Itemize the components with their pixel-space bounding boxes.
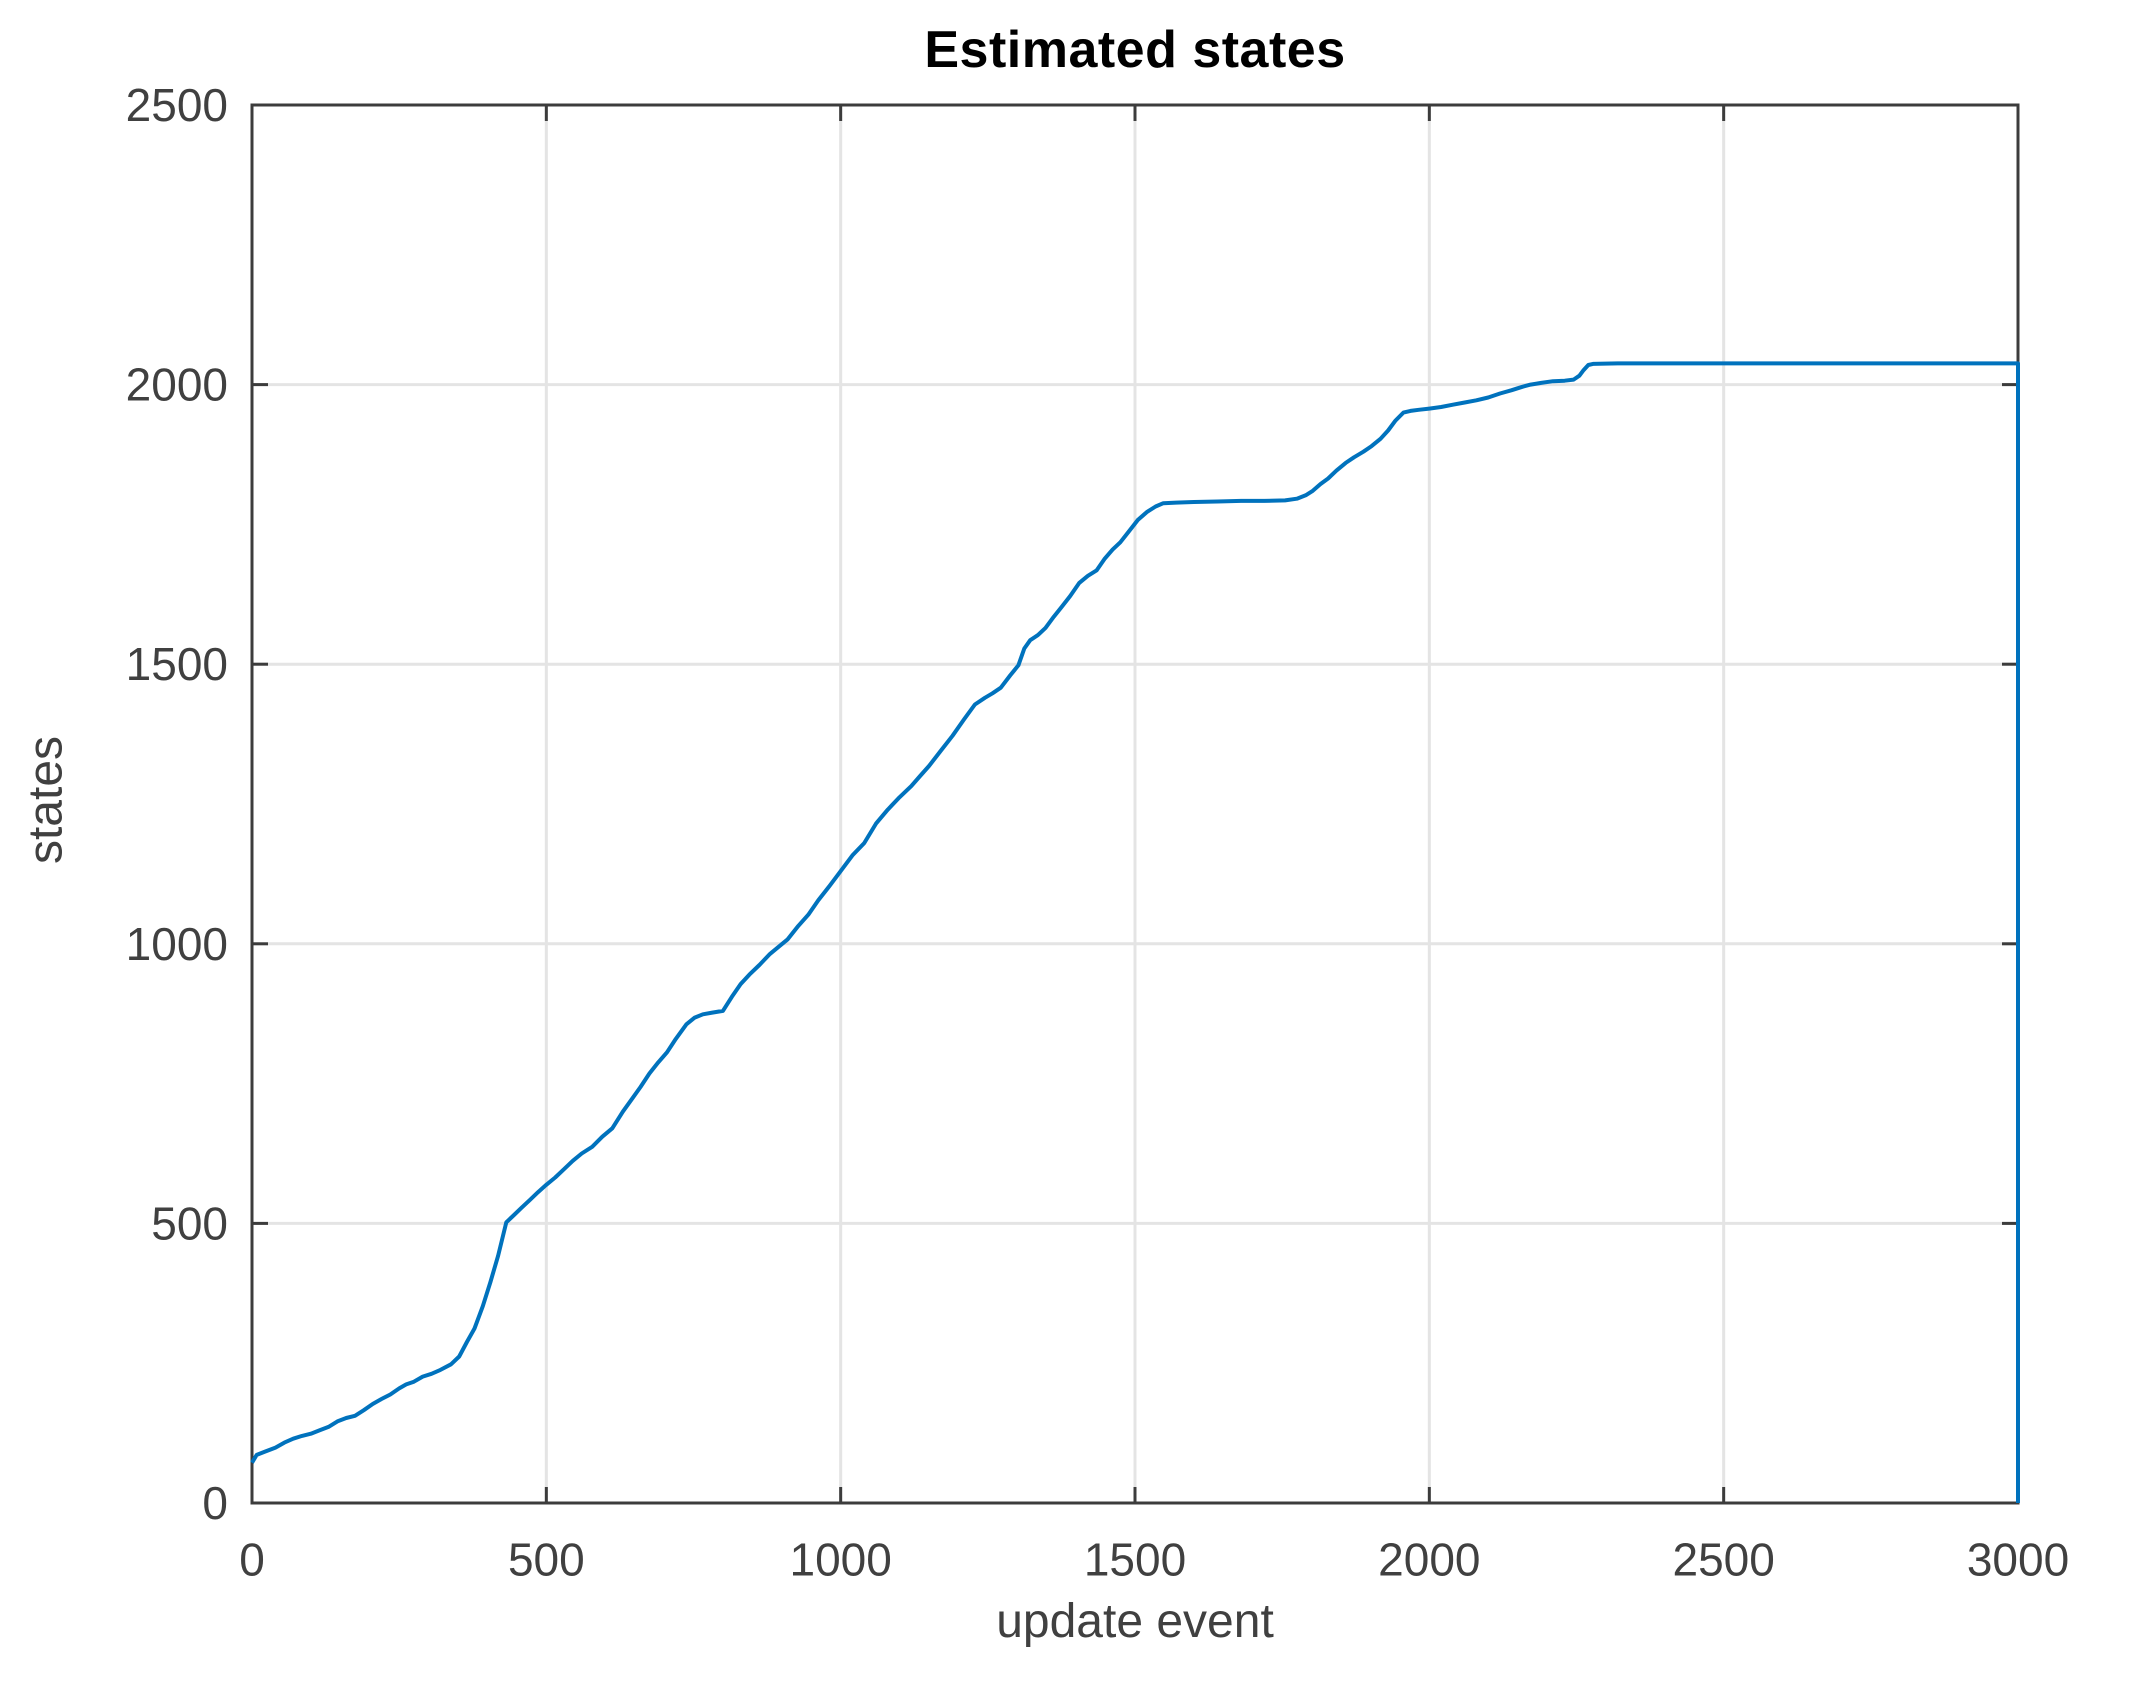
chart-title: Estimated states [924, 21, 1346, 79]
y-tick-labels: 0 500 1000 1500 2000 2500 [126, 79, 228, 1529]
x-tick-label: 1000 [789, 1534, 891, 1586]
y-tick-label: 1000 [126, 918, 228, 970]
grid-lines [252, 105, 2018, 1503]
x-tick-label: 3000 [1967, 1534, 2069, 1586]
y-tick-label: 2000 [126, 359, 228, 411]
data-line [250, 361, 2020, 1503]
x-axis-label: update event [996, 1595, 1274, 1648]
series-line-estimated-states [250, 361, 2020, 1503]
y-axis-label: states [19, 735, 73, 865]
x-tick-label: 500 [508, 1534, 585, 1586]
y-tick-label: 0 [202, 1477, 228, 1529]
y-tick-label: 500 [151, 1197, 228, 1249]
x-tick-labels: 0 500 1000 1500 2000 2500 3000 [239, 1534, 2069, 1586]
y-tick-label: 2500 [126, 79, 228, 131]
x-tick-label: 2000 [1378, 1534, 1480, 1586]
y-tick-label: 1500 [126, 638, 228, 690]
x-tick-label: 2500 [1672, 1534, 1774, 1586]
x-tick-label: 1500 [1084, 1534, 1186, 1586]
x-tick-label: 0 [239, 1534, 265, 1586]
